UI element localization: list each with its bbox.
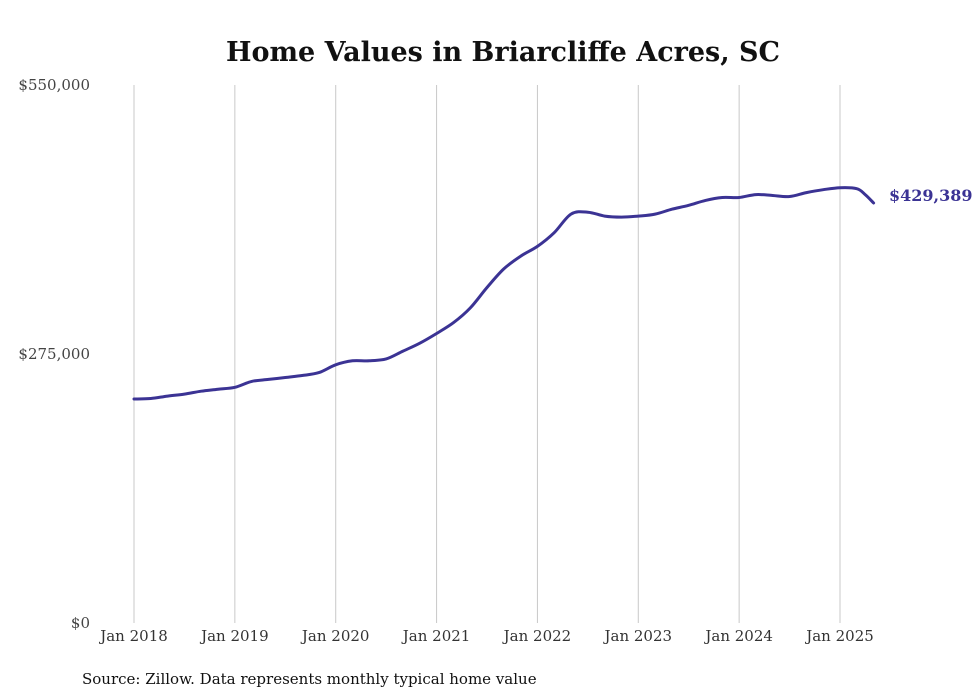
y-tick-label: $550,000	[18, 76, 90, 94]
x-tick-label: Jan 2020	[300, 627, 370, 645]
x-axis-ticks: Jan 2018 Jan 2019 Jan 2020 Jan 2021 Jan 2022…	[98, 627, 874, 645]
x-tick-label: Jan 2024	[703, 627, 773, 645]
x-tick-label: Jan 2019	[199, 627, 269, 645]
y-tick-label: $0	[71, 614, 90, 632]
source-note: Source: Zillow. Data represents monthly …	[82, 670, 537, 688]
x-tick-label: Jan 2021	[401, 627, 471, 645]
x-tick-label: Jan 2018	[98, 627, 168, 645]
y-tick-label: $275,000	[18, 345, 90, 363]
x-tick-label: Jan 2022	[502, 627, 572, 645]
x-tick-label: Jan 2025	[804, 627, 874, 645]
y-axis-ticks: $0 $275,000 $550,000	[18, 76, 90, 632]
vertical-gridlines	[133, 85, 841, 623]
home-value-line	[132, 186, 876, 401]
latest-value-label: $429,389	[889, 186, 973, 205]
x-tick-label: Jan 2023	[603, 627, 673, 645]
chart-title: Home Values in Briarcliffe Acres, SC	[226, 37, 780, 68]
